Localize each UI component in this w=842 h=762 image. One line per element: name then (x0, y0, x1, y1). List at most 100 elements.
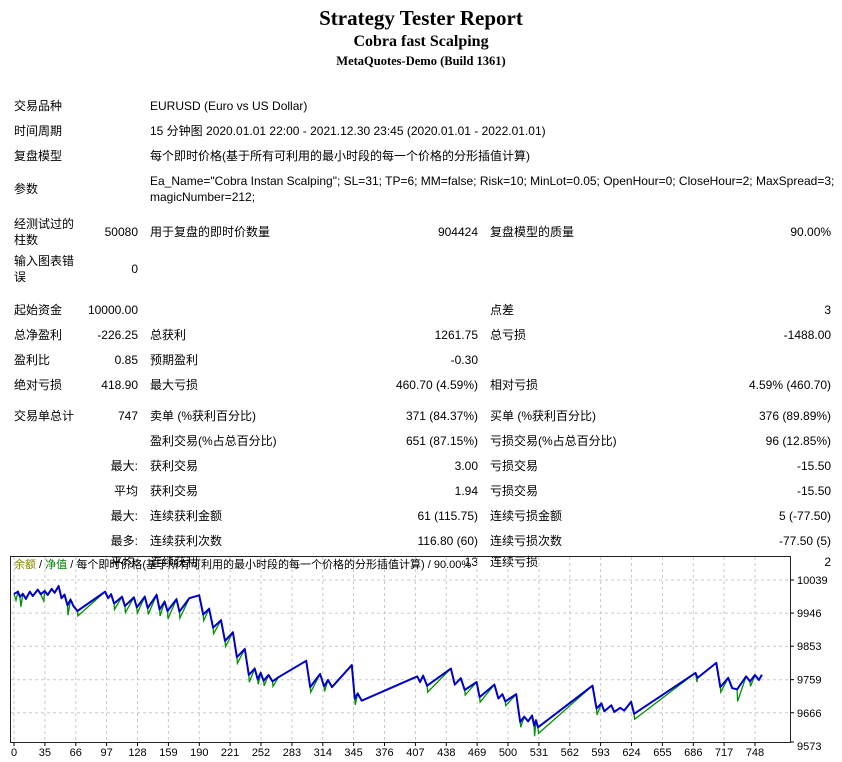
table-row: 最多: 连续获利次数 116.80 (60) 连续亏损次数 -77.50 (5) (10, 529, 835, 554)
stat-label: 连续亏损次数 (490, 534, 563, 548)
x-axis-label: 717 (715, 747, 733, 759)
chart-legend-part: / 每个即时价格(基于所有可利用的最小时段的每一个价格的分形插值计算) / 90… (67, 559, 472, 571)
table-row: 时间周期 15 分钟图 2020.01.01 22:00 - 2021.12.30… (10, 119, 835, 144)
stat-label: EURUSD (Euro vs US Dollar) (150, 99, 308, 113)
stat-label: 盈利比 (14, 353, 51, 367)
x-axis-label: 221 (221, 747, 239, 759)
stat-label: 最大亏损 (150, 378, 199, 392)
x-axis-label: 469 (468, 747, 486, 759)
stat-value: 2 (824, 555, 832, 569)
y-axis-label: 10039 (797, 575, 828, 587)
y-axis-label: 9759 (797, 675, 821, 687)
empty-cell (84, 119, 142, 144)
y-axis-label: 9573 (797, 741, 821, 753)
equity-curve (13, 584, 763, 737)
stat-label: 用于复盘的即时价数量 (150, 225, 271, 239)
chart-legend-part: 净值 (45, 559, 68, 571)
stat-label: 连续获利 (150, 555, 199, 569)
table-row: 交易单总计 747 卖单 (%获利百分比) 371 (84.37%) 买单 (%获利百分… (10, 404, 835, 429)
chart-legend: 余额 / 净值 / 每个即时价格(基于所有可利用的最小时段的每一个价格的分形插值… (14, 559, 471, 572)
empty-cell (312, 298, 482, 323)
stat-value: 3 (824, 303, 832, 317)
table-row: 平均: 连续获利 13 连续亏损 2 (10, 554, 835, 569)
table-row: 输入图表错误 0 (10, 251, 835, 288)
chart-legend-part: / (36, 559, 46, 571)
empty-cell (84, 429, 142, 454)
empty-cell (312, 251, 482, 288)
stat-label: 连续亏损金额 (490, 509, 563, 523)
stat-value: 1.94 (454, 484, 478, 498)
x-axis-label: 252 (252, 747, 270, 759)
stat-value: 116.80 (60) (417, 534, 479, 548)
x-axis-label: 500 (499, 747, 517, 759)
stat-label: 相对亏损 (490, 378, 539, 392)
empty-cell (10, 529, 84, 554)
table-row: 平均 获利交易 1.94 亏损交易 -15.50 (10, 479, 835, 504)
stat-label: 总获利 (150, 328, 187, 342)
stat-value: 904424 (437, 225, 478, 239)
empty-cell (84, 169, 142, 210)
x-axis-label: 686 (684, 747, 702, 759)
stat-label: 起始资金 (14, 303, 63, 317)
stat-label: 总亏损 (490, 328, 527, 342)
stat-value: 61 (115.75) (417, 509, 479, 523)
stat-value: 96 (12.85%) (765, 434, 832, 448)
expert-name: Cobra fast Scalping (353, 33, 489, 50)
stat-label: 交易单总计 (14, 409, 75, 423)
stat-value: 1261.75 (434, 328, 478, 342)
stat-value: 4.59% (460.70) (748, 378, 832, 392)
stat-value: 最多: (110, 534, 138, 548)
x-axis-label: 66 (70, 747, 82, 759)
report-table: 交易品种 EURUSD (Euro vs US Dollar) 时间周期 15 分钟图… (10, 94, 835, 569)
stat-value: 13 (464, 555, 478, 569)
stat-label: 经测试过的柱数 (14, 217, 75, 247)
stat-label: 时间周期 (14, 124, 63, 138)
stat-label: 亏损交易(%占总百分比) (490, 434, 617, 448)
x-axis-label: 0 (11, 747, 17, 759)
table-row: 盈利比 0.85 预期盈利 -0.30 (10, 348, 835, 373)
stat-label: 绝对亏损 (14, 378, 63, 392)
stat-label: 复盘模型的质量 (490, 225, 575, 239)
stat-value: 0.85 (114, 353, 138, 367)
stat-label: 亏损交易 (490, 484, 539, 498)
stat-label: 连续亏损 (490, 555, 539, 569)
empty-cell (10, 429, 84, 454)
stat-value: 最大: (110, 459, 138, 473)
stat-label: 买单 (%获利百分比) (490, 409, 596, 423)
plot-border (10, 556, 791, 743)
table-row: 复盘模型 每个即时价格(基于所有可利用的最小时段的每一个价格的分形插值计算) (10, 144, 835, 169)
stat-value: 最大: (110, 509, 138, 523)
empty-cell (84, 144, 142, 169)
stat-value: 平均 (113, 484, 138, 498)
x-axis-label: 748 (746, 747, 764, 759)
empty-cell (482, 251, 652, 288)
stat-label: 参数 (14, 182, 39, 196)
stat-label: 盈利交易(%占总百分比) (150, 434, 277, 448)
stat-label: 交易品种 (14, 99, 63, 113)
stat-label: 输入图表错误 (14, 254, 75, 284)
empty-cell (482, 348, 652, 373)
stat-label: 15 分钟图 2020.01.01 22:00 - 2021.12.30 23:… (150, 124, 546, 138)
empty-cell (142, 298, 312, 323)
table-gap-row (10, 288, 835, 298)
stat-label: 连续获利金额 (150, 509, 223, 523)
stat-value: 371 (84.37%) (405, 409, 478, 423)
balance-chart-svg: 0 35 66 97 128 159 190 221 252 283 314 345 376 407 438… (10, 556, 828, 759)
stat-label: 总净盈利 (14, 328, 63, 342)
empty-cell (142, 251, 312, 288)
x-axis-label: 314 (314, 747, 332, 759)
server-build: MetaQuotes-Demo (Build 1361) (336, 54, 506, 68)
table-gap (10, 288, 835, 298)
stat-label: 卖单 (%获利百分比) (150, 409, 256, 423)
stat-label: 亏损交易 (490, 459, 539, 473)
stat-value: 50080 (104, 225, 138, 239)
stat-value: -226.25 (97, 328, 138, 342)
balance-chart: 0 35 66 97 128 159 190 221 252 283 314 345 376 407 438… (0, 555, 842, 762)
table-row: 经测试过的柱数 50080 用于复盘的即时价数量 904424 复盘模型的质量 90.00… (10, 214, 835, 251)
x-axis-label: 376 (375, 747, 393, 759)
stat-value: 3.00 (454, 459, 478, 473)
stat-label: 点差 (490, 303, 515, 317)
stat-label: 每个即时价格(基于所有可利用的最小时段的每一个价格的分形插值计算) (150, 149, 530, 163)
chart-legend-part: 余额 (14, 559, 36, 571)
report-table-body: 交易品种 EURUSD (Euro vs US Dollar) 时间周期 15 分钟图… (10, 94, 835, 569)
